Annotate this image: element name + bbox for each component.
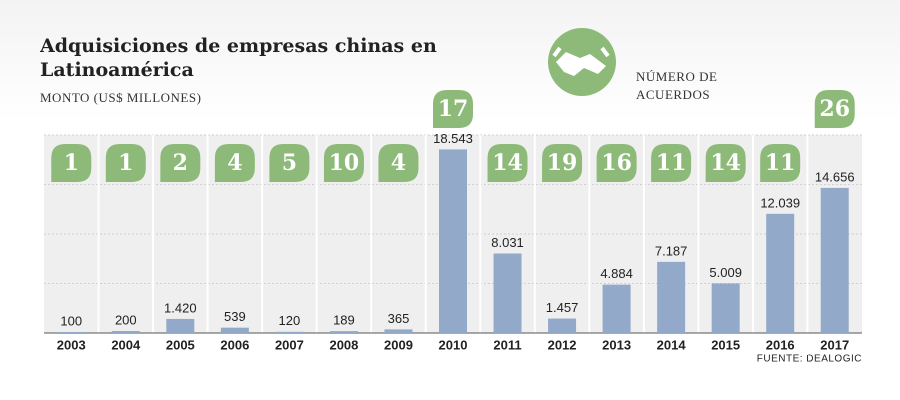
deal-badge — [51, 144, 92, 182]
bar — [439, 149, 467, 333]
x-tick-label: 2005 — [166, 337, 195, 352]
bar — [329, 331, 358, 333]
value-label: 1.420 — [164, 300, 197, 315]
deal-badge — [105, 144, 146, 182]
deals-legend: NÚMERO DE ACUERDOS — [636, 69, 718, 102]
bar — [275, 331, 304, 333]
deal-count: 19 — [547, 150, 578, 176]
title-box: Adquisiciones de empresas chinas en Lati… — [40, 35, 437, 81]
deal-count: 14 — [492, 150, 523, 176]
x-tick-label: 2006 — [220, 337, 249, 352]
x-tick-label: 2014 — [657, 337, 687, 352]
value-label: 365 — [388, 311, 410, 326]
bar — [766, 213, 795, 333]
value-label: 14.656 — [815, 169, 855, 184]
deal-badge — [542, 144, 583, 182]
deal-count: 4 — [391, 150, 406, 176]
deal-badge — [487, 144, 528, 182]
deal-count: 10 — [329, 150, 360, 176]
deal-count: 5 — [282, 150, 297, 176]
deal-badge — [596, 144, 637, 182]
x-tick-label: 2008 — [329, 337, 358, 352]
deal-badge — [214, 144, 255, 182]
bar — [111, 331, 140, 333]
deal-count: 4 — [227, 150, 242, 176]
bar — [57, 332, 86, 333]
deal-count: 2 — [173, 150, 188, 176]
value-label: 5.009 — [709, 265, 742, 280]
deal-badge — [814, 90, 855, 128]
x-tick-label: 2016 — [766, 337, 795, 352]
value-label: 120 — [279, 313, 301, 328]
x-tick-label: 2017 — [820, 337, 849, 352]
deal-count: 1 — [64, 150, 79, 176]
value-label: 12.039 — [760, 195, 800, 210]
value-label: 100 — [60, 313, 82, 328]
deal-badge — [378, 144, 419, 182]
deal-badge — [651, 144, 692, 182]
bar — [602, 284, 631, 333]
bar — [711, 283, 740, 333]
x-tick-label: 2015 — [711, 337, 740, 352]
value-label: 4.884 — [600, 266, 633, 281]
deal-count: 1 — [118, 150, 133, 176]
bar — [820, 187, 849, 333]
deal-badge — [433, 90, 473, 128]
x-tick-label: 2012 — [548, 337, 577, 352]
source: FUENTE: DEALOGIC — [757, 354, 862, 365]
deal-badge — [269, 144, 310, 182]
x-tick-label: 2009 — [384, 337, 413, 352]
x-tick-label: 2013 — [602, 337, 631, 352]
deals-legend-box: NÚMERO DE ACUERDOS — [636, 69, 718, 102]
x-tick-label: 2004 — [111, 337, 141, 352]
value-label: 189 — [333, 313, 355, 328]
x-tick-label: 2003 — [57, 337, 86, 352]
deal-badge — [760, 144, 801, 182]
deal-count: 11 — [656, 150, 687, 176]
deal-badge — [705, 144, 746, 182]
bar — [493, 253, 522, 333]
bar — [548, 318, 577, 333]
value-label: 18.543 — [433, 131, 473, 146]
bar — [220, 327, 249, 333]
deal-count: 26 — [819, 96, 850, 122]
value-label: 539 — [224, 309, 246, 324]
x-tick-label: 2010 — [439, 337, 468, 352]
handshake-icon — [548, 28, 616, 96]
deal-count: 11 — [765, 150, 796, 176]
deal-count: 17 — [438, 96, 469, 122]
deal-badge — [323, 144, 364, 182]
value-label: 1.457 — [546, 300, 579, 315]
deal-badge — [160, 144, 201, 182]
bar — [657, 261, 686, 333]
subtitle: MONTO (US$ MILLONES) — [40, 90, 201, 105]
deal-count: 14 — [710, 150, 741, 176]
chart-title: Adquisiciones de empresas chinas en Lati… — [40, 35, 437, 81]
bar — [166, 318, 195, 333]
x-tick-label: 2011 — [493, 337, 521, 352]
bar — [384, 329, 413, 333]
value-label: 7.187 — [655, 243, 688, 258]
value-label: 8.031 — [491, 235, 524, 250]
deal-count: 16 — [601, 150, 632, 176]
x-tick-label: 2007 — [275, 337, 304, 352]
value-label: 200 — [115, 312, 137, 327]
